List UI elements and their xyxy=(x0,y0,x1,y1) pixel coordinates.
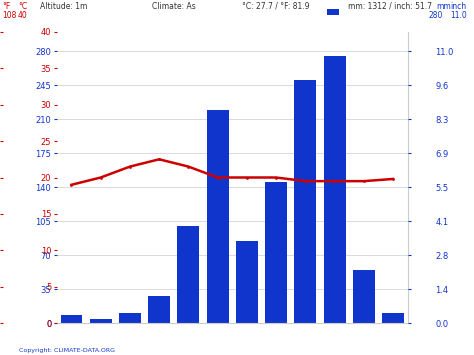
Text: Copyright: CLIMATE-DATA.ORG: Copyright: CLIMATE-DATA.ORG xyxy=(19,348,115,353)
Text: inch: inch xyxy=(450,2,466,11)
Text: Altitude: 1m: Altitude: 1m xyxy=(40,2,88,11)
Bar xyxy=(382,313,404,323)
Bar xyxy=(353,270,375,323)
Bar xyxy=(294,81,316,323)
Bar xyxy=(90,319,112,323)
Bar xyxy=(265,182,287,323)
Bar xyxy=(61,315,82,323)
Bar xyxy=(177,226,200,323)
Bar xyxy=(148,296,170,323)
Text: mm: 1312 / inch: 51.7: mm: 1312 / inch: 51.7 xyxy=(348,2,432,11)
Text: 11.0: 11.0 xyxy=(450,11,467,20)
Bar xyxy=(324,56,346,323)
Bar xyxy=(119,313,141,323)
Text: 280: 280 xyxy=(429,11,443,20)
Text: °F: °F xyxy=(2,2,10,11)
Text: 108: 108 xyxy=(2,11,17,20)
Bar xyxy=(236,241,258,323)
Bar xyxy=(207,110,228,323)
Text: °C: °C xyxy=(18,2,27,11)
Text: Climate: As: Climate: As xyxy=(152,2,195,11)
Text: °C: 27.7 / °F: 81.9: °C: 27.7 / °F: 81.9 xyxy=(242,2,309,11)
Text: 40: 40 xyxy=(18,11,28,20)
Text: mm: mm xyxy=(436,2,451,11)
